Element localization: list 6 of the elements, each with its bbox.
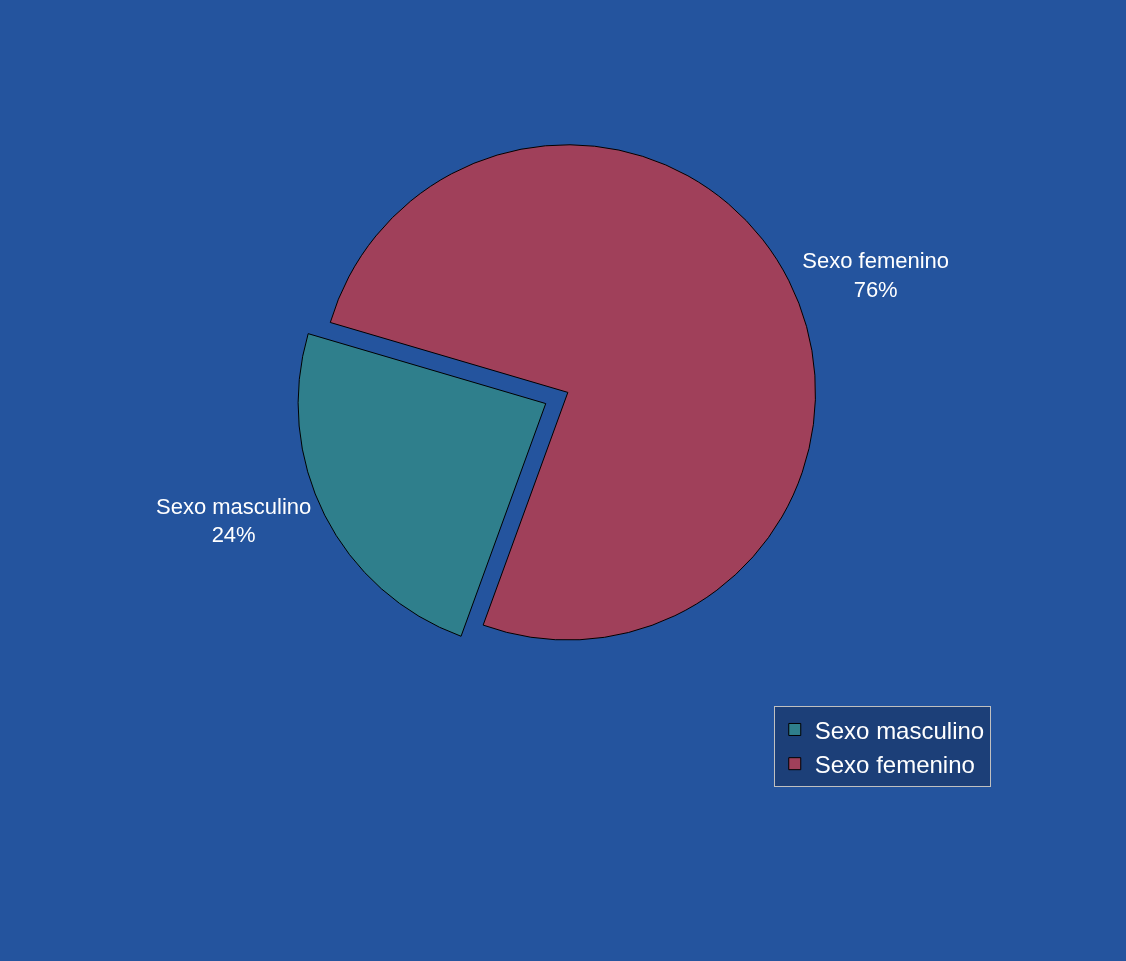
- legend-label: Sexo masculino: [814, 716, 985, 744]
- data-label: 76%: [853, 277, 898, 303]
- slice-label: Sexo femenino: [802, 248, 950, 274]
- slice-label: Sexo masculino: [156, 493, 312, 519]
- legend-label: Sexo femenino: [814, 751, 975, 779]
- data-label: 24%: [211, 522, 256, 548]
